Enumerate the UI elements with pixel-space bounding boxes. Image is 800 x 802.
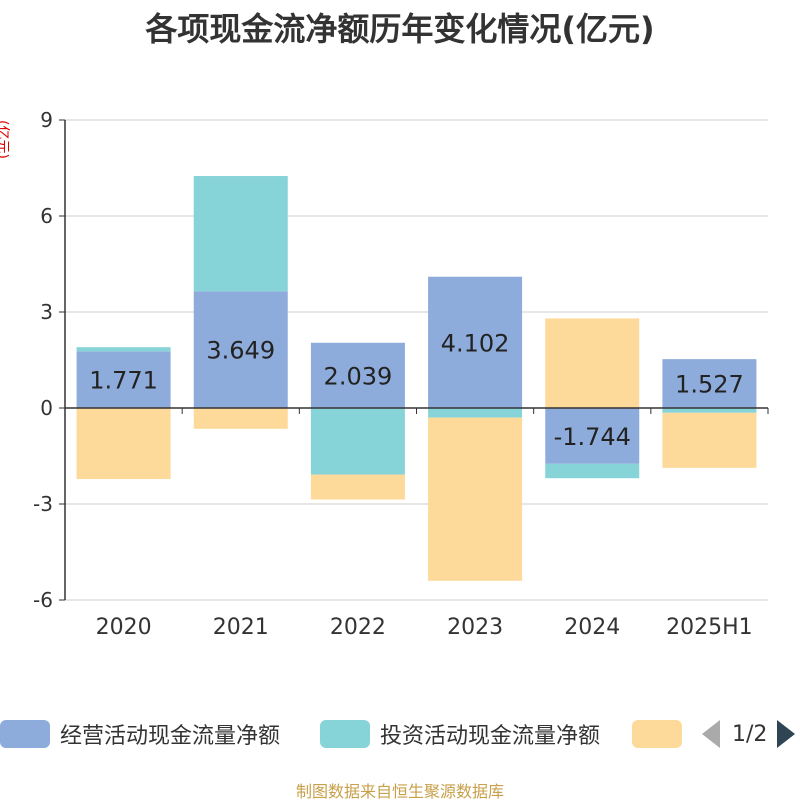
bar-financing-2024 — [545, 318, 640, 408]
data-label-2024: -1.744 — [554, 423, 631, 451]
bar-operating-2021 — [193, 291, 288, 408]
data-label-2023: 4.102 — [441, 329, 510, 357]
data-label-2025h1: 1.527 — [675, 371, 744, 399]
data-label-2020: 1.771 — [89, 367, 158, 395]
chart-title: 各项现金流净额历年变化情况(亿元) — [145, 10, 655, 48]
legend-page-indicator: 1/2 — [732, 721, 768, 747]
legend-pager: 1/2 — [700, 716, 800, 752]
legend-label-operating: 经营活动现金流量净额 — [60, 724, 281, 749]
legend-swatch-investing — [320, 720, 370, 748]
bar-investing-2022 — [310, 408, 405, 475]
legend-next-icon[interactable] — [777, 720, 796, 748]
bar-operating-2020 — [76, 351, 171, 408]
legend-prev-icon[interactable] — [702, 720, 720, 748]
data-labels: 1.771 3.649 2.039 4.102 -1.744 1.527 — [89, 329, 744, 451]
bar-investing-2024 — [545, 463, 640, 479]
x-tick-label-2021: 2021 — [213, 615, 269, 640]
bars — [76, 176, 757, 581]
bar-operating-2023 — [428, 276, 523, 408]
x-tick-label-2024: 2024 — [564, 615, 620, 640]
y-tick-label: 9 — [40, 108, 53, 132]
bar-operating-2022 — [310, 342, 405, 408]
gridlines — [65, 119, 768, 601]
x-tick-label-2022: 2022 — [330, 615, 386, 640]
legend-item-financing[interactable] — [632, 716, 682, 752]
axes: -6 -3 0 3 6 9 2020 2021 2022 2023 2024 2025H1 — [33, 108, 769, 640]
legend-swatch-financing — [632, 720, 682, 748]
bar-investing-2025h1 — [662, 408, 757, 413]
legend-item-operating[interactable]: 经营活动现金流量净额 — [0, 716, 280, 752]
legend-swatch-operating — [0, 720, 50, 748]
x-tick-label-2023: 2023 — [447, 615, 503, 640]
y-tick-label: 3 — [40, 300, 53, 324]
x-tick-label-2020: 2020 — [96, 615, 152, 640]
y-tick-label: -6 — [33, 588, 53, 612]
bar-financing-2021 — [193, 408, 288, 429]
bar-financing-2020 — [76, 408, 171, 480]
data-label-2021: 3.649 — [206, 337, 275, 365]
bar-investing-2021 — [193, 176, 288, 292]
bar-financing-2025h1 — [662, 412, 757, 468]
bar-financing-2023 — [428, 417, 523, 581]
stacked-bar-chart: -6 -3 0 3 6 9 2020 2021 2022 2023 2024 2025H1 1.771… — [0, 108, 769, 640]
legend: 经营活动现金流量净额 投资活动现金流量净额 — [0, 716, 800, 752]
bar-financing-2022 — [310, 474, 405, 500]
legend-label-investing: 投资活动现金流量净额 — [380, 724, 601, 749]
y-tick-label: 0 — [40, 396, 53, 420]
x-tick-label-2025h1: 2025H1 — [666, 615, 753, 640]
bar-investing-2023 — [428, 408, 523, 418]
data-label-2022: 2.039 — [324, 362, 393, 390]
legend-item-investing[interactable]: 投资活动现金流量净额 — [320, 716, 600, 752]
bar-operating-2024 — [545, 408, 640, 464]
y-axis-unit-label: (亿元) — [0, 120, 10, 159]
source-note: 制图数据来自恒生聚源数据库 — [295, 782, 504, 801]
y-tick-label: -3 — [33, 492, 53, 516]
y-tick-label: 6 — [40, 204, 53, 228]
bar-investing-2020 — [76, 347, 171, 352]
bar-operating-2025h1 — [662, 359, 757, 408]
